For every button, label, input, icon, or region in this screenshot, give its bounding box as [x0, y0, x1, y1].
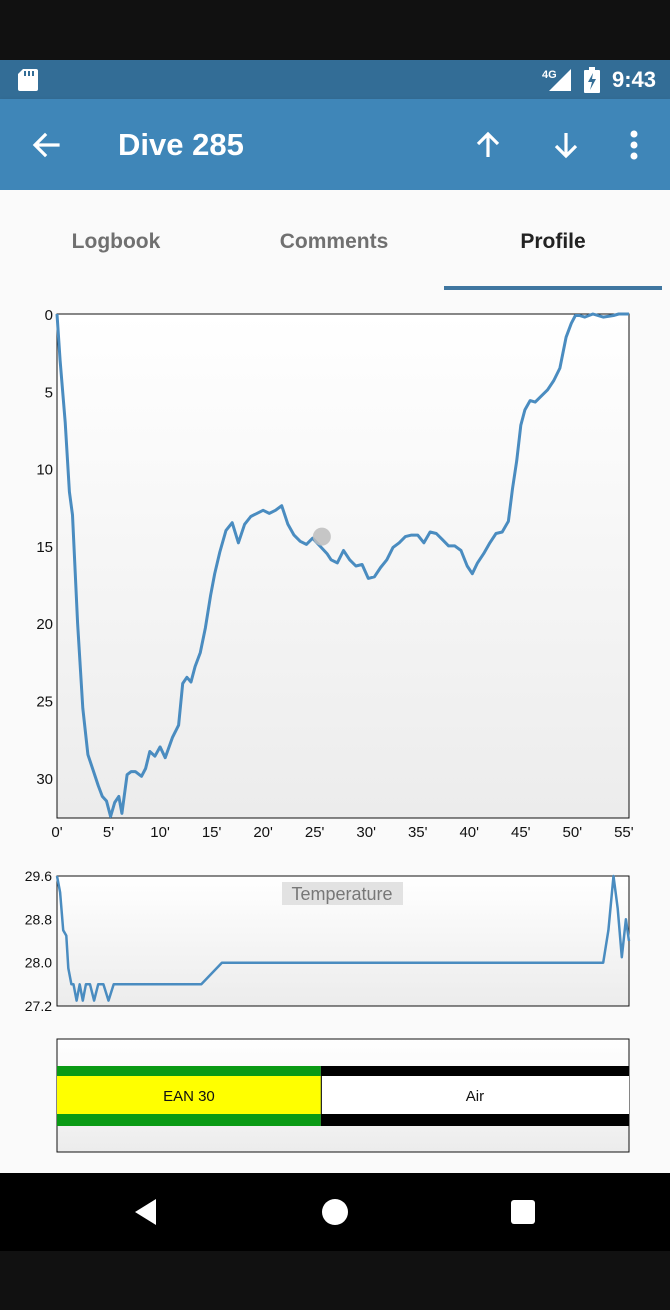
- battery-charging-icon: [584, 67, 600, 98]
- bottom-black-band: [0, 1251, 670, 1310]
- depth-y-tick-label: 20: [36, 616, 53, 633]
- temperature-title-bg: [282, 882, 403, 905]
- depth-x-tick-label: 35': [408, 824, 428, 841]
- temperature-y-tick-label: 29.6: [25, 868, 52, 884]
- more-vert-icon[interactable]: [612, 123, 656, 167]
- arrow-up-icon[interactable]: [466, 123, 510, 167]
- tab-indicator: [444, 286, 662, 290]
- depth-cursor-marker[interactable]: [312, 527, 331, 546]
- tab-logbook[interactable]: Logbook: [71, 230, 161, 253]
- tank-ean30-label: EAN 30: [163, 1088, 215, 1105]
- depth-x-tick-label: 55': [614, 824, 634, 841]
- top-black-band: [0, 0, 670, 60]
- app-bar: Dive 285: [0, 99, 670, 190]
- back-triangle-icon[interactable]: [132, 1197, 162, 1232]
- depth-profile-chart[interactable]: 0 5 10 15 20 25 30 0' 5' 10' 15' 20' 25' 30' 35' 40' 45'…: [36, 307, 633, 841]
- network-label: 4G: [542, 69, 557, 81]
- temperature-y-tick-label: 28.8: [25, 911, 52, 927]
- arrow-down-icon[interactable]: [544, 123, 588, 167]
- cell-signal-icon: 4G: [542, 68, 574, 97]
- temperature-y-tick-label: 28.0: [25, 955, 52, 971]
- depth-y-tick-label: 15: [36, 539, 53, 556]
- depth-plot-area: [56, 313, 630, 819]
- sd-card-icon: [18, 69, 38, 96]
- depth-x-tick-label: 40': [459, 824, 479, 841]
- status-time: 9:43: [611, 67, 656, 92]
- depth-x-tick-label: 50': [563, 824, 583, 841]
- depth-series-line: [55, 312, 629, 818]
- depth-x-tick-label: 25': [305, 824, 325, 841]
- temperature-y-tick-label: 27.2: [25, 998, 52, 1014]
- depth-x-tick-label: 0': [51, 824, 62, 841]
- tank-air-label: Air: [466, 1088, 484, 1105]
- depth-y-tick-label: 25: [36, 694, 53, 711]
- tab-bar: Logbook Comments Profile: [0, 190, 670, 290]
- depth-y-tick-label: 0: [45, 307, 53, 324]
- home-circle-icon[interactable]: [320, 1197, 350, 1232]
- temperature-title: Temperature: [291, 884, 392, 904]
- depth-x-tick-label: 30': [356, 824, 376, 841]
- depth-x-tick-label: 5': [103, 824, 114, 841]
- depth-y-tick-label: 5: [45, 384, 53, 401]
- status-bar: 4G 9:43: [0, 60, 670, 99]
- tank-air-fill: [321, 1076, 629, 1114]
- depth-y-tick-label: 30: [36, 771, 53, 788]
- recents-square-icon[interactable]: [510, 1199, 536, 1230]
- profile-charts: 0 5 10 15 20 25 30 0' 5' 10' 15' 20' 25' 30' 35' 40' 45'…: [25, 307, 634, 1153]
- depth-y-tick-label: 10: [36, 462, 53, 479]
- depth-x-tick-label: 20': [253, 824, 273, 841]
- depth-x-tick-label: 45': [511, 824, 531, 841]
- navigation-bar: [0, 1173, 670, 1251]
- temperature-series-line: [55, 874, 631, 1002]
- tank-gas-chart: EAN 30 Air: [56, 1038, 630, 1153]
- depth-x-tick-label: 15': [202, 824, 222, 841]
- page-title: Dive 285: [118, 127, 244, 162]
- arrow-back-icon[interactable]: [24, 123, 68, 167]
- depth-x-tick-label: 10': [150, 824, 170, 841]
- tab-profile[interactable]: Profile: [520, 230, 586, 253]
- tab-comments[interactable]: Comments: [279, 230, 389, 253]
- temperature-chart[interactable]: Temperature 29.6 28.8 28.0 27.2: [25, 868, 631, 1014]
- tank-ean30-fill: [57, 1076, 321, 1114]
- content-area: Logbook Comments Profile 0 5 10 15 20 25 30 0' 5…: [0, 190, 670, 1173]
